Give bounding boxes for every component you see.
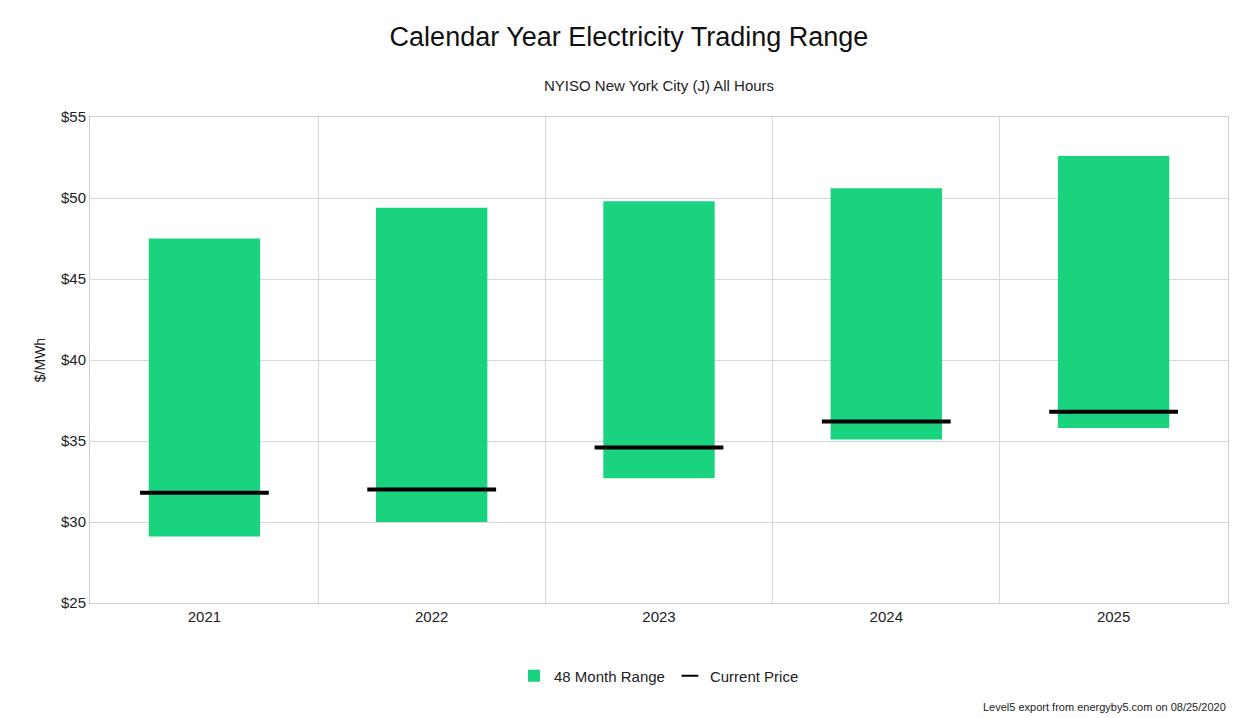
svg-text:$35: $35 bbox=[61, 432, 86, 449]
svg-text:2021: 2021 bbox=[188, 608, 221, 625]
svg-text:48 Month Range: 48 Month Range bbox=[554, 668, 665, 685]
svg-text:$45: $45 bbox=[61, 270, 86, 287]
svg-text:$30: $30 bbox=[61, 513, 86, 530]
svg-text:$/MWh: $/MWh bbox=[32, 338, 48, 382]
svg-text:$25: $25 bbox=[61, 594, 86, 611]
svg-text:Current Price: Current Price bbox=[710, 668, 798, 685]
svg-text:2025: 2025 bbox=[1097, 608, 1130, 625]
svg-text:2022: 2022 bbox=[415, 608, 448, 625]
svg-text:NYISO New York City (J) All Ho: NYISO New York City (J) All Hours bbox=[544, 77, 774, 94]
svg-text:Level5 export from energyby5.c: Level5 export from energyby5.com on 08/2… bbox=[983, 701, 1226, 713]
svg-text:$40: $40 bbox=[61, 351, 86, 368]
svg-text:2023: 2023 bbox=[642, 608, 675, 625]
svg-text:Calendar Year Electricity Trad: Calendar Year Electricity Trading Range bbox=[390, 22, 869, 52]
svg-text:2024: 2024 bbox=[870, 608, 903, 625]
svg-text:$55: $55 bbox=[61, 108, 86, 125]
svg-text:$50: $50 bbox=[61, 189, 86, 206]
